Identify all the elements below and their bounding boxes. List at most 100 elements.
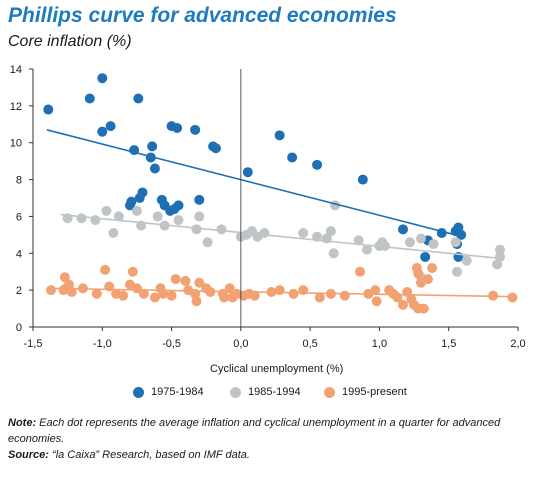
point-1995-present bbox=[339, 290, 350, 301]
note-text: Each dot represents the average inflatio… bbox=[8, 417, 501, 445]
point-1985-1994 bbox=[101, 205, 112, 216]
point-1995-present bbox=[46, 285, 57, 296]
y-tick-label: 14 bbox=[10, 64, 22, 76]
trend-line-1975-1984 bbox=[46, 129, 463, 238]
point-1995-present bbox=[91, 288, 102, 299]
point-1975-1984 bbox=[312, 159, 323, 170]
point-1985-1994 bbox=[259, 228, 270, 239]
y-tick-label: 12 bbox=[10, 101, 22, 113]
point-1985-1994 bbox=[191, 224, 202, 235]
point-1975-1984 bbox=[173, 200, 184, 211]
scatter-chart: 0 2 4 6 8 10 12 14 -1,5 -1,0 -0,5 0,0 0,5 1,0 1,5 2,0 bbox=[10, 64, 526, 350]
legend-label: 1995-present bbox=[342, 386, 407, 398]
point-1975-1984 bbox=[194, 194, 205, 205]
point-1995-present bbox=[314, 292, 325, 303]
point-1995-present bbox=[355, 266, 366, 277]
trend-line-1985-1994 bbox=[60, 213, 505, 260]
point-1995-present bbox=[170, 274, 181, 285]
source-label: Source: bbox=[8, 449, 49, 461]
trend-line-1995-present bbox=[46, 287, 512, 298]
point-1995-present bbox=[191, 296, 202, 307]
point-1995-present bbox=[131, 283, 142, 294]
axes: 0 2 4 6 8 10 12 14 -1,5 -1,0 -0,5 0,0 0,5 1,0 1,5 2,0 bbox=[10, 64, 526, 350]
point-1985-1994 bbox=[452, 266, 463, 277]
chart-title: Phillips curve for advanced economies bbox=[8, 4, 397, 27]
legend-item-1995-present: 1995-present bbox=[324, 386, 407, 398]
point-1975-1984 bbox=[84, 93, 95, 104]
point-1975-1984 bbox=[133, 93, 144, 104]
point-1975-1984 bbox=[97, 126, 108, 137]
point-1975-1984 bbox=[134, 193, 145, 203]
point-1975-1984 bbox=[43, 104, 54, 115]
x-tick-label: 0,0 bbox=[233, 338, 248, 350]
point-1985-1994 bbox=[298, 228, 309, 239]
x-tick-label: 0,5 bbox=[302, 338, 317, 350]
point-1985-1994 bbox=[90, 215, 101, 226]
point-1985-1994 bbox=[450, 237, 461, 248]
point-1995-present bbox=[418, 303, 429, 314]
point-1975-1984 bbox=[149, 163, 160, 174]
y-tick-label: 2 bbox=[16, 285, 22, 297]
point-1995-present bbox=[249, 290, 260, 301]
point-1985-1994 bbox=[216, 224, 227, 235]
point-1995-present bbox=[413, 268, 424, 279]
x-tick-label: -0,5 bbox=[162, 338, 181, 350]
point-1985-1994 bbox=[194, 211, 205, 222]
point-1975-1984 bbox=[190, 124, 201, 135]
point-1995-present bbox=[127, 266, 138, 277]
legend: 1975-1984 1985-1994 1995-present bbox=[0, 386, 535, 404]
point-1995-present bbox=[397, 299, 408, 310]
point-1975-1984 bbox=[287, 152, 298, 163]
x-tick-label: -1,5 bbox=[24, 338, 43, 350]
y-axis-title: Core inflation (%) bbox=[8, 33, 132, 50]
point-1995-present bbox=[371, 296, 382, 307]
y-tick-label: 10 bbox=[10, 138, 22, 150]
point-1995-present bbox=[194, 277, 205, 288]
point-1975-1984 bbox=[397, 224, 408, 235]
point-1995-present bbox=[158, 288, 169, 299]
point-1975-1984 bbox=[147, 141, 158, 152]
point-1985-1994 bbox=[202, 237, 213, 248]
point-1995-present bbox=[370, 285, 381, 296]
point-1985-1994 bbox=[113, 211, 124, 222]
point-1995-present bbox=[427, 263, 438, 274]
point-1995-present bbox=[149, 292, 160, 303]
point-1985-1994 bbox=[361, 244, 372, 255]
y-tick-label: 6 bbox=[16, 211, 22, 223]
point-1985-1994 bbox=[404, 237, 415, 248]
point-1975-1984 bbox=[172, 122, 183, 133]
point-1995-present bbox=[166, 290, 177, 301]
x-tick-label: 2,0 bbox=[510, 338, 525, 350]
point-1985-1994 bbox=[416, 233, 426, 244]
point-1985-1994 bbox=[379, 240, 390, 251]
point-1995-present bbox=[138, 288, 149, 299]
legend-marker-s2 bbox=[230, 386, 241, 398]
y-tick-label: 4 bbox=[16, 248, 22, 260]
point-1975-1984 bbox=[242, 167, 253, 178]
point-1985-1994 bbox=[152, 211, 163, 222]
point-1975-1984 bbox=[420, 251, 431, 262]
x-tick-label: 1,0 bbox=[372, 338, 387, 350]
point-1985-1994 bbox=[325, 226, 336, 237]
x-tick-label: -1,0 bbox=[93, 338, 112, 350]
point-1985-1994 bbox=[494, 244, 505, 255]
point-1985-1994 bbox=[492, 259, 503, 270]
point-1995-present bbox=[422, 274, 433, 285]
x-axis-title: Cyclical unemployment (%) bbox=[210, 363, 344, 375]
legend-item-1975-1984: 1975-1984 bbox=[133, 386, 204, 398]
y-tick-label: 0 bbox=[16, 322, 22, 334]
point-1995-present bbox=[58, 285, 69, 296]
legend-label: 1985-1994 bbox=[248, 386, 301, 398]
point-1975-1984 bbox=[456, 229, 467, 240]
point-1975-1984 bbox=[125, 200, 135, 211]
point-1985-1994 bbox=[428, 239, 439, 250]
chart-note: Note: Each dot represents the average in… bbox=[8, 415, 528, 447]
chart-source: Source: “la Caixa” Research, based on IM… bbox=[8, 449, 250, 461]
legend-label: 1975-1984 bbox=[151, 386, 204, 398]
legend-marker-s3 bbox=[324, 386, 335, 398]
point-1985-1994 bbox=[131, 205, 142, 216]
point-1985-1994 bbox=[76, 213, 87, 224]
point-1985-1994 bbox=[108, 228, 119, 239]
point-1985-1994 bbox=[461, 255, 472, 266]
note-label: Note: bbox=[8, 417, 37, 429]
